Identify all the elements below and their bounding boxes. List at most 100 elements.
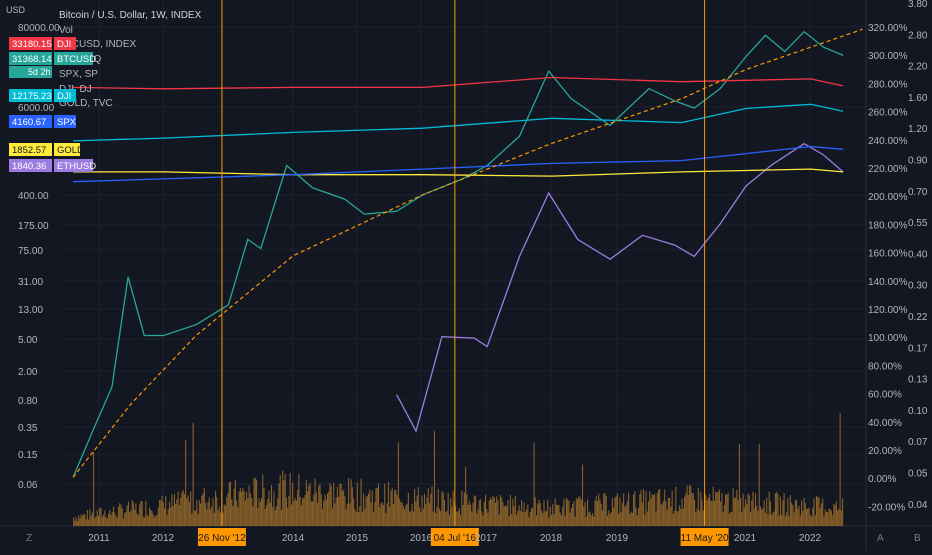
volume-bar <box>842 498 844 526</box>
volume-bar <box>829 509 831 526</box>
volume-bar <box>461 490 463 526</box>
volume-bar <box>503 506 505 526</box>
volume-bar <box>549 506 551 526</box>
x-year-label: 2017 <box>475 533 498 544</box>
volume-bar <box>708 493 711 526</box>
price-tag-symbol-box <box>54 89 76 102</box>
volume-bar <box>405 505 407 526</box>
volume-bar <box>589 511 591 526</box>
volume-bar <box>353 498 355 526</box>
volume-bar <box>746 504 748 526</box>
y-right-percent-tick-label: 120.00% <box>868 305 908 316</box>
volume-bar <box>802 510 804 526</box>
volume-bar <box>557 505 559 526</box>
volume-bar <box>710 500 712 526</box>
volume-bar <box>96 510 98 526</box>
volume-bar <box>80 514 82 526</box>
volume-bar <box>365 496 367 526</box>
volume-bar <box>677 511 679 526</box>
volume-bar <box>840 510 842 526</box>
volume-bar <box>180 497 182 526</box>
vertical-marker-label: 26 Nov '12 <box>198 533 246 544</box>
volume-bar <box>558 504 560 526</box>
volume-bar <box>110 514 112 526</box>
price-tag-value-box <box>9 159 52 172</box>
volume-bar <box>88 519 90 526</box>
volume-bar <box>116 517 118 526</box>
volume-bar <box>341 490 343 526</box>
price-tag-symbol: BTCUSD <box>57 54 96 65</box>
volume-bar <box>193 510 195 526</box>
volume-bar <box>147 516 149 526</box>
volume-bar <box>203 488 205 526</box>
volume-bar <box>438 508 441 526</box>
volume-bar <box>492 495 494 526</box>
volume-bar <box>747 493 749 526</box>
volume-bar <box>763 500 765 526</box>
volume-bar <box>407 492 409 526</box>
volume-bar <box>315 492 317 526</box>
volume-bar <box>354 509 356 526</box>
volume-bar <box>731 511 733 526</box>
volume-bar <box>706 500 708 526</box>
countdown-label: 5d 2h <box>28 67 51 77</box>
volume-bar <box>523 502 525 526</box>
volume-bar <box>791 502 793 526</box>
y-right-ratio-tick-label: 0.05 <box>908 469 928 480</box>
price-tag-symbol-box <box>54 37 76 50</box>
volume-bar <box>605 495 607 526</box>
volume-bar <box>498 514 500 526</box>
volume-bar <box>462 504 464 526</box>
volume-bar <box>242 487 244 526</box>
volume-bar <box>670 506 672 526</box>
volume-bar <box>568 500 570 526</box>
volume-bar <box>223 504 225 526</box>
volume-bar <box>764 513 767 526</box>
volume-bar <box>226 497 228 526</box>
volume-bar <box>244 500 246 526</box>
volume-bar <box>794 500 796 526</box>
volume-bar <box>433 431 436 526</box>
volume-bar <box>258 498 260 526</box>
volume-bar <box>539 503 541 526</box>
volume-bar <box>411 504 413 526</box>
volume-bar <box>563 498 565 526</box>
volume-bar <box>122 518 124 526</box>
volume-bar <box>268 490 270 526</box>
volume-bar <box>656 493 658 526</box>
volume-bar <box>664 489 666 526</box>
volume-bar <box>796 499 798 526</box>
volume-bar <box>692 493 694 526</box>
y-right-percent-tick-label: 300.00% <box>868 51 908 62</box>
price-tag-value-box <box>9 37 52 50</box>
volume-bar <box>669 498 671 526</box>
legend-entry: GOLD, TVC <box>59 98 113 109</box>
volume-bar <box>594 500 596 526</box>
volume-bar <box>228 482 230 526</box>
volume-bar <box>186 498 188 526</box>
y-left-tick-label: 0.35 <box>18 423 38 434</box>
y-left-tick-label: 5.00 <box>18 335 38 346</box>
volume-bar <box>645 491 647 526</box>
volume-bar <box>202 493 204 526</box>
volume-bar <box>798 505 800 526</box>
volume-bar <box>216 496 218 526</box>
volume-bar <box>537 503 539 526</box>
volume-bar <box>320 494 322 526</box>
volume-bar <box>264 508 266 526</box>
volume-bar <box>655 511 657 526</box>
price-tag-value: 31368.14 <box>12 54 52 65</box>
volume-bar <box>727 492 729 526</box>
volume-bar <box>423 493 426 526</box>
volume-bar <box>470 504 472 526</box>
volume-bar <box>728 513 730 526</box>
volume-bar <box>191 513 193 526</box>
volume-bar <box>410 511 412 526</box>
volume-bar <box>158 500 161 526</box>
volume-bar <box>358 512 360 526</box>
volume-bar <box>446 510 448 526</box>
volume-bar <box>190 491 192 526</box>
